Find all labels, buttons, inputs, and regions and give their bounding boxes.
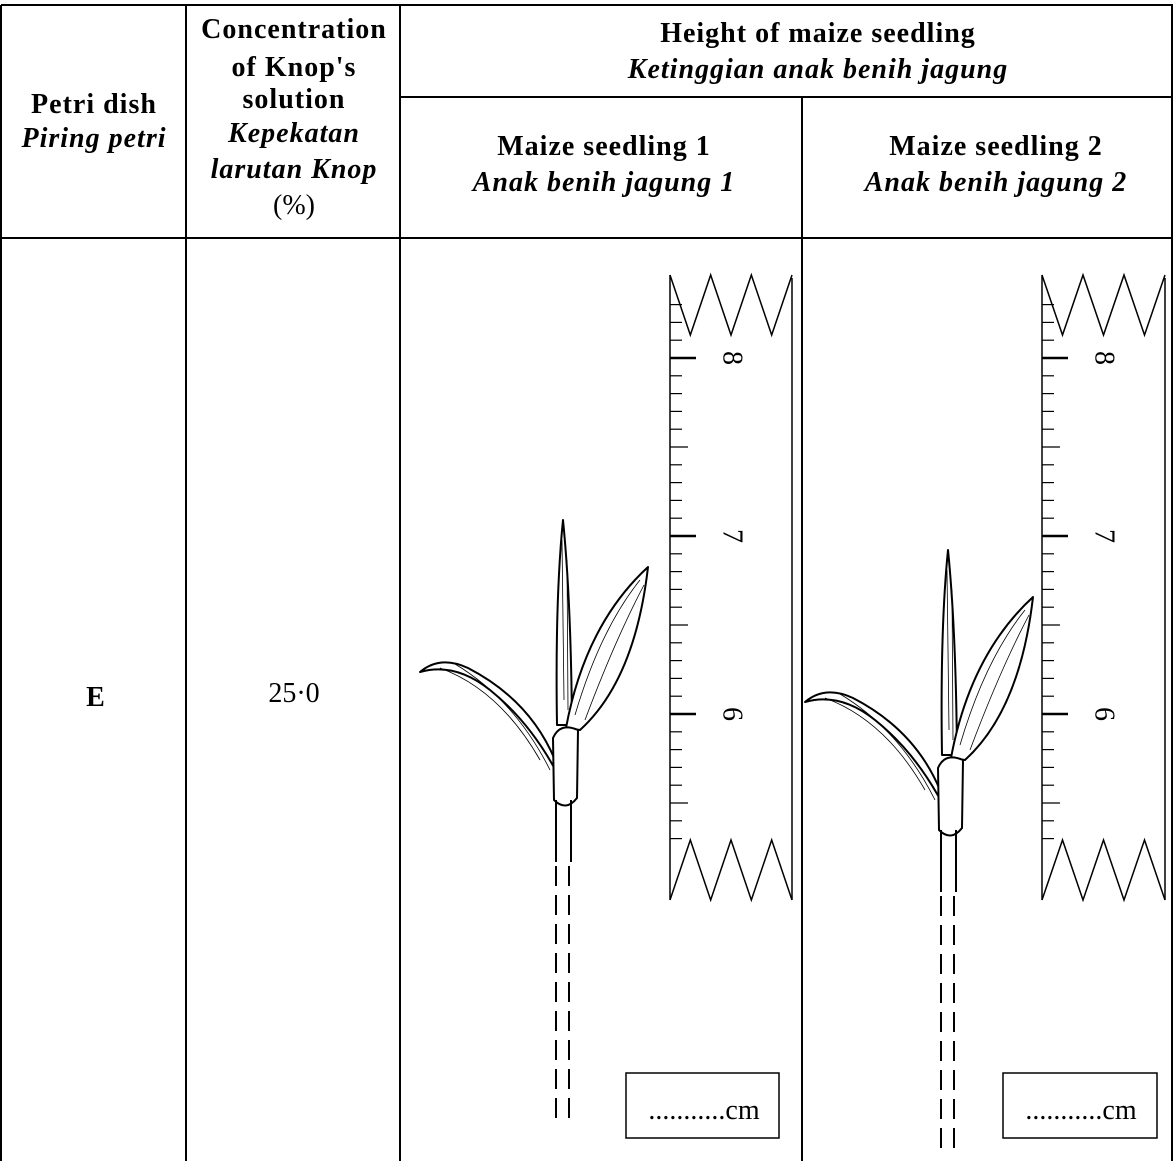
header-text: Ketinggian anak benih jagung — [627, 54, 1008, 85]
ruler-label: 8 — [717, 351, 748, 365]
header-text: Petri dish — [31, 89, 157, 120]
seedling-drawing — [805, 550, 1033, 1155]
header-text: solution — [243, 84, 346, 115]
cell-text: 25·0 — [268, 678, 319, 709]
answer-blank: ...........cm — [1025, 1095, 1136, 1126]
header-text: Kepekatan — [227, 118, 360, 149]
header-text: (%) — [273, 190, 315, 221]
header-text: Maize seedling 2 — [889, 131, 1103, 162]
ruler-edge — [1042, 840, 1165, 900]
ruler-edge — [670, 275, 792, 335]
ruler-edge — [670, 840, 792, 900]
exam-table: Petri dish Piring petri Concentration of… — [0, 0, 1173, 1161]
header-text: larutan Knop — [211, 154, 378, 185]
ruler-label: 6 — [717, 707, 748, 721]
leaf — [420, 662, 570, 800]
leaf — [566, 567, 648, 730]
header-text: Maize seedling 1 — [497, 131, 711, 162]
header-text: Height of maize seedling — [660, 18, 976, 49]
header-text: Anak benih jagung 2 — [863, 167, 1128, 198]
cell-text: E — [86, 682, 106, 713]
header-text: Concentration — [201, 14, 387, 45]
ruler-label: 7 — [1089, 529, 1120, 543]
answer-blank: ...........cm — [648, 1095, 759, 1126]
ruler-label: 7 — [717, 529, 748, 543]
ruler-edge — [1042, 275, 1165, 335]
seedling-drawing — [420, 520, 648, 1125]
ruler: 8 7 6 — [670, 275, 792, 900]
sheath — [553, 727, 578, 805]
ruler: 8 7 6 — [1042, 275, 1165, 900]
header-text: Anak benih jagung 1 — [471, 167, 736, 198]
ruler-label: 6 — [1089, 707, 1120, 721]
ruler-label: 8 — [1089, 351, 1120, 365]
header-text: of Knop's — [232, 52, 357, 83]
leaf-vein — [440, 664, 550, 770]
header-text: Piring petri — [20, 123, 166, 154]
